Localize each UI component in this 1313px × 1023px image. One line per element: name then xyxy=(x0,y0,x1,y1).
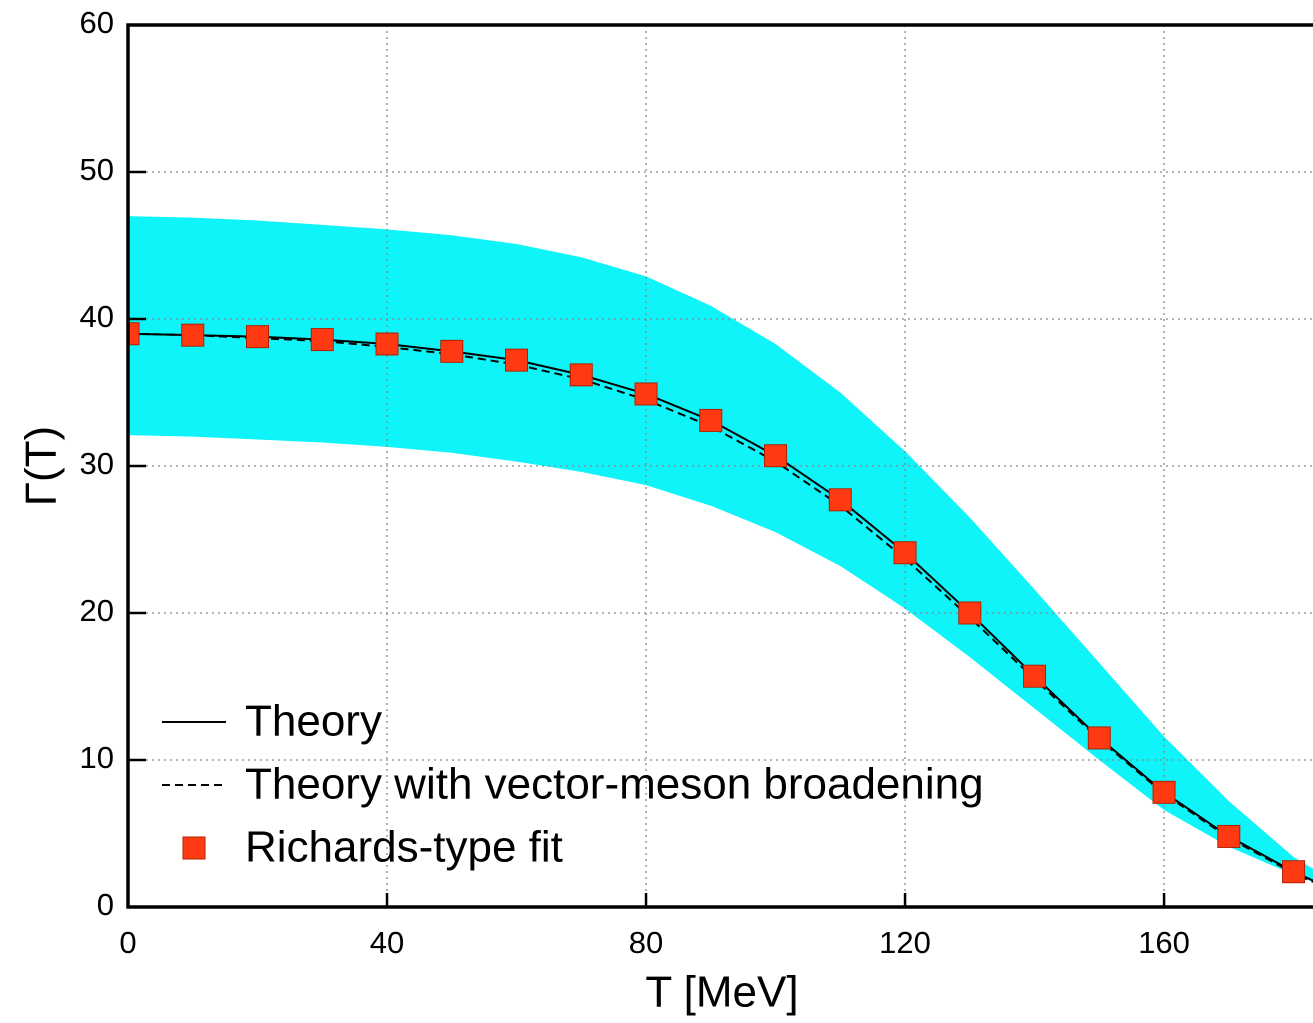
marker xyxy=(634,382,658,406)
marker xyxy=(1152,780,1176,804)
marker xyxy=(440,339,464,363)
marker xyxy=(699,408,723,432)
x-tick-label: 80 xyxy=(629,925,663,960)
marker xyxy=(1282,860,1306,884)
marker xyxy=(181,323,205,347)
y-axis-label: Γ(T) xyxy=(17,426,66,506)
legend-label: Theory with vector-meson broadening xyxy=(245,760,984,809)
marker xyxy=(1217,824,1241,848)
marker xyxy=(505,348,529,372)
marker xyxy=(828,488,852,512)
marker xyxy=(1023,664,1047,688)
uncertainty-band xyxy=(128,216,1313,883)
marker xyxy=(128,322,140,346)
marker xyxy=(569,363,593,387)
y-tick-label: 40 xyxy=(80,299,114,334)
marker xyxy=(310,328,334,352)
marker xyxy=(375,332,399,356)
marker xyxy=(764,444,788,468)
marker xyxy=(246,325,270,349)
marker xyxy=(1087,726,1111,750)
y-tick-label: 10 xyxy=(80,740,114,775)
legend-marker xyxy=(182,836,206,860)
y-tick-label: 50 xyxy=(80,152,114,187)
y-tick-label: 60 xyxy=(80,5,114,40)
marker xyxy=(893,541,917,565)
x-tick-label: 160 xyxy=(1138,925,1190,960)
marker xyxy=(958,601,982,625)
y-tick-label: 20 xyxy=(80,593,114,628)
plot-area xyxy=(128,25,1313,907)
legend-label: Richards-type fit xyxy=(245,823,563,872)
legend-label: Theory xyxy=(245,697,382,746)
x-axis-label: T [MeV] xyxy=(645,968,798,1017)
line xyxy=(128,332,1313,883)
y-tick-label: 0 xyxy=(97,887,114,922)
x-tick-label: 40 xyxy=(370,925,404,960)
y-tick-label: 30 xyxy=(80,446,114,481)
x-tick-label: 0 xyxy=(119,925,136,960)
x-tick-label: 120 xyxy=(879,925,931,960)
axes-frame xyxy=(126,23,1313,909)
